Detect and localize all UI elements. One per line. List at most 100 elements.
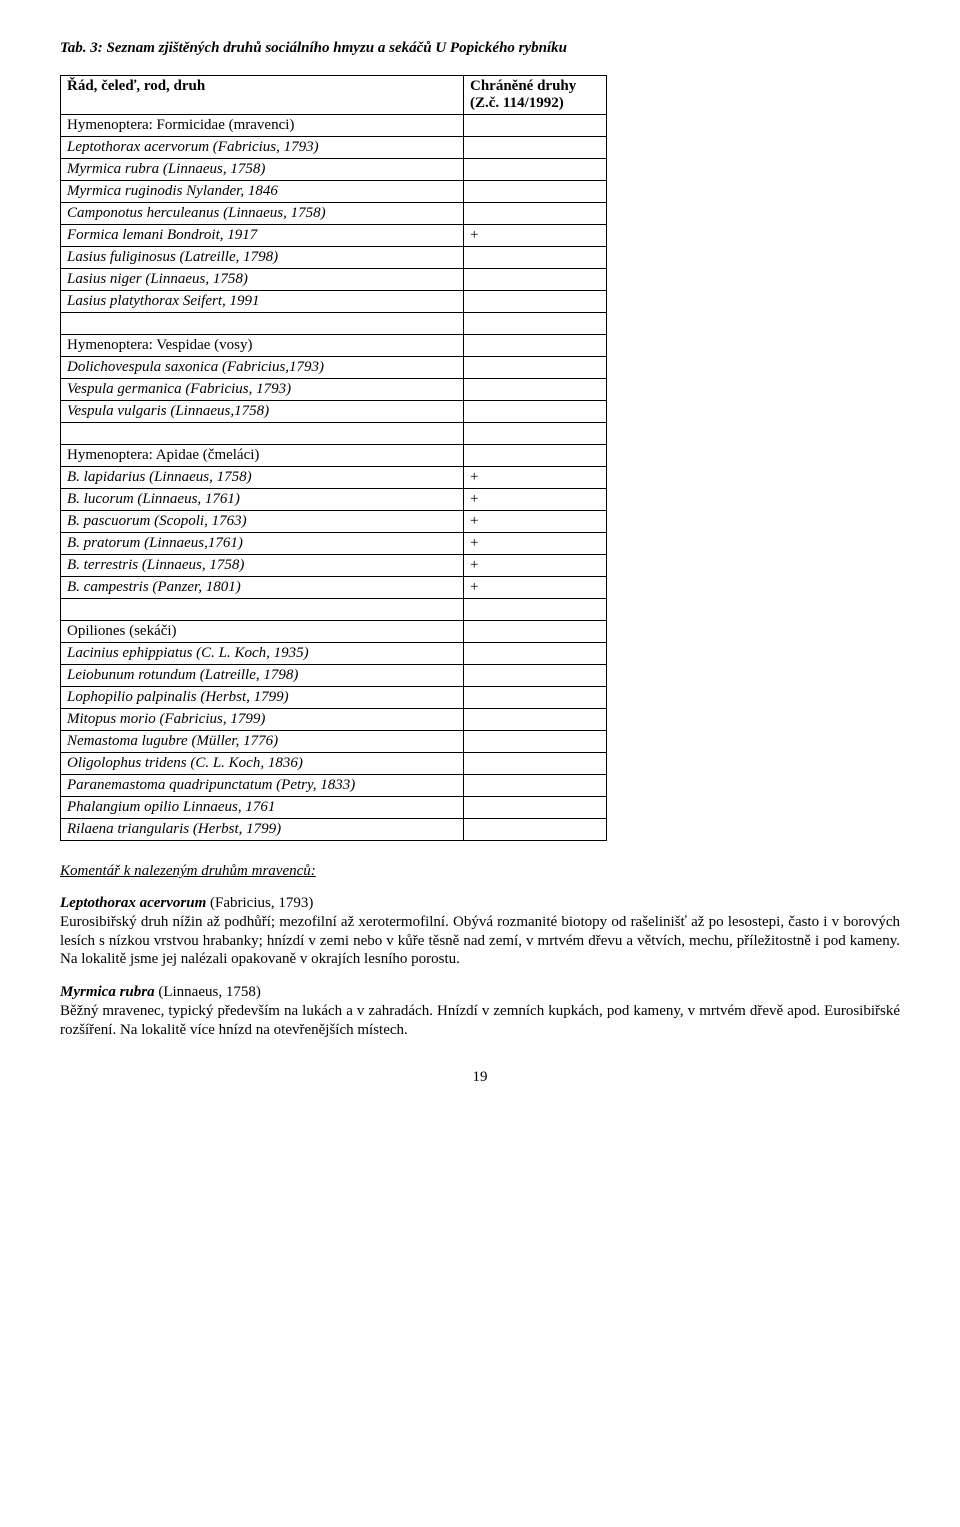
cell-protected <box>464 291 607 313</box>
cell-protected <box>464 115 607 137</box>
table-row: Camponotus herculeanus (Linnaeus, 1758) <box>61 203 607 225</box>
cell-species: Myrmica rubra (Linnaeus, 1758) <box>61 159 464 181</box>
table-row: Hymenoptera: Vespidae (vosy) <box>61 335 607 357</box>
cell-protected <box>464 181 607 203</box>
cell-species: Myrmica ruginodis Nylander, 1846 <box>61 181 464 203</box>
table-row: Leptothorax acervorum (Fabricius, 1793) <box>61 137 607 159</box>
table-row: Mitopus morio (Fabricius, 1799) <box>61 709 607 731</box>
table-row: B. lapidarius (Linnaeus, 1758)+ <box>61 467 607 489</box>
header-col1: Řád, čeleď, rod, druh <box>61 76 464 115</box>
cell-species: Mitopus morio (Fabricius, 1799) <box>61 709 464 731</box>
cell-protected: + <box>464 467 607 489</box>
cell-species: Lophopilio palpinalis (Herbst, 1799) <box>61 687 464 709</box>
cell-species: B. lapidarius (Linnaeus, 1758) <box>61 467 464 489</box>
header-col2: Chráněné druhy (Z.č. 114/1992) <box>464 76 607 115</box>
cell-species: Phalangium opilio Linnaeus, 1761 <box>61 797 464 819</box>
cell-protected <box>464 731 607 753</box>
table-row: Lophopilio palpinalis (Herbst, 1799) <box>61 687 607 709</box>
table-row: Vespula germanica (Fabricius, 1793) <box>61 379 607 401</box>
commentary-heading: Komentář k nalezeným druhům mravenců: <box>60 863 900 880</box>
species-1-text: Eurosibiřský druh nížin až podhůří; mezo… <box>60 914 900 968</box>
cell-protected <box>464 247 607 269</box>
cell-species: Dolichovespula saxonica (Fabricius,1793) <box>61 357 464 379</box>
table-row: B. campestris (Panzer, 1801)+ <box>61 577 607 599</box>
cell-species: Leptothorax acervorum (Fabricius, 1793) <box>61 137 464 159</box>
cell-species: Hymenoptera: Formicidae (mravenci) <box>61 115 464 137</box>
cell-species <box>61 599 464 621</box>
cell-species: Leiobunum rotundum (Latreille, 1798) <box>61 665 464 687</box>
cell-species: Lasius platythorax Seifert, 1991 <box>61 291 464 313</box>
cell-protected <box>464 335 607 357</box>
table-caption: Tab. 3: Seznam zjištěných druhů sociální… <box>60 40 900 57</box>
cell-species: Nemastoma lugubre (Müller, 1776) <box>61 731 464 753</box>
table-row: Nemastoma lugubre (Müller, 1776) <box>61 731 607 753</box>
cell-species: Vespula germanica (Fabricius, 1793) <box>61 379 464 401</box>
cell-species: Lasius niger (Linnaeus, 1758) <box>61 269 464 291</box>
cell-protected <box>464 687 607 709</box>
cell-protected <box>464 621 607 643</box>
cell-species: Oligolophus tridens (C. L. Koch, 1836) <box>61 753 464 775</box>
cell-protected: + <box>464 533 607 555</box>
cell-protected <box>464 775 607 797</box>
table-row: Lacinius ephippiatus (C. L. Koch, 1935) <box>61 643 607 665</box>
species-1-block: Leptothorax acervorum (Fabricius, 1793) … <box>60 894 900 969</box>
cell-species: B. pratorum (Linnaeus,1761) <box>61 533 464 555</box>
species-table: Řád, čeleď, rod, druh Chráněné druhy (Z.… <box>60 75 607 841</box>
species-2-name: Myrmica rubra <box>60 984 155 1000</box>
cell-species: Opiliones (sekáči) <box>61 621 464 643</box>
table-row <box>61 313 607 335</box>
cell-protected: + <box>464 225 607 247</box>
table-row: B. pratorum (Linnaeus,1761)+ <box>61 533 607 555</box>
table-row: Myrmica rubra (Linnaeus, 1758) <box>61 159 607 181</box>
table-row: Lasius platythorax Seifert, 1991 <box>61 291 607 313</box>
cell-species <box>61 423 464 445</box>
species-2-block: Myrmica rubra (Linnaeus, 1758) Běžný mra… <box>60 983 900 1039</box>
cell-species: Formica lemani Bondroit, 1917 <box>61 225 464 247</box>
cell-protected <box>464 797 607 819</box>
cell-species: Hymenoptera: Apidae (čmeláci) <box>61 445 464 467</box>
cell-protected: + <box>464 555 607 577</box>
table-row: Hymenoptera: Apidae (čmeláci) <box>61 445 607 467</box>
cell-protected <box>464 423 607 445</box>
table-row: Lasius niger (Linnaeus, 1758) <box>61 269 607 291</box>
cell-protected <box>464 203 607 225</box>
table-row: Formica lemani Bondroit, 1917+ <box>61 225 607 247</box>
cell-species: Hymenoptera: Vespidae (vosy) <box>61 335 464 357</box>
species-1-name: Leptothorax acervorum <box>60 895 206 911</box>
cell-species <box>61 313 464 335</box>
species-2-author: (Linnaeus, 1758) <box>155 984 261 1000</box>
cell-protected <box>464 599 607 621</box>
cell-protected <box>464 401 607 423</box>
table-row: Lasius fuliginosus (Latreille, 1798) <box>61 247 607 269</box>
table-row: Vespula vulgaris (Linnaeus,1758) <box>61 401 607 423</box>
cell-protected <box>464 709 607 731</box>
table-row: Myrmica ruginodis Nylander, 1846 <box>61 181 607 203</box>
cell-protected <box>464 137 607 159</box>
cell-protected <box>464 269 607 291</box>
cell-species: Lacinius ephippiatus (C. L. Koch, 1935) <box>61 643 464 665</box>
cell-protected <box>464 753 607 775</box>
cell-protected <box>464 357 607 379</box>
cell-protected <box>464 313 607 335</box>
page-number: 19 <box>60 1069 900 1086</box>
cell-protected: + <box>464 577 607 599</box>
table-row <box>61 599 607 621</box>
table-row: Rilaena triangularis (Herbst, 1799) <box>61 819 607 841</box>
cell-species: B. terrestris (Linnaeus, 1758) <box>61 555 464 577</box>
cell-protected <box>464 159 607 181</box>
cell-species: Paranemastoma quadripunctatum (Petry, 18… <box>61 775 464 797</box>
cell-protected <box>464 379 607 401</box>
cell-species: B. lucorum (Linnaeus, 1761) <box>61 489 464 511</box>
table-row: Hymenoptera: Formicidae (mravenci) <box>61 115 607 137</box>
cell-species: Lasius fuliginosus (Latreille, 1798) <box>61 247 464 269</box>
table-row: B. terrestris (Linnaeus, 1758)+ <box>61 555 607 577</box>
cell-protected <box>464 643 607 665</box>
table-row: Leiobunum rotundum (Latreille, 1798) <box>61 665 607 687</box>
table-row: Paranemastoma quadripunctatum (Petry, 18… <box>61 775 607 797</box>
cell-species: Rilaena triangularis (Herbst, 1799) <box>61 819 464 841</box>
species-2-text: Běžný mravenec, typický především na luk… <box>60 1003 900 1038</box>
species-1-author: (Fabricius, 1793) <box>206 895 313 911</box>
cell-protected: + <box>464 511 607 533</box>
cell-protected <box>464 445 607 467</box>
table-header-row: Řád, čeleď, rod, druh Chráněné druhy (Z.… <box>61 76 607 115</box>
